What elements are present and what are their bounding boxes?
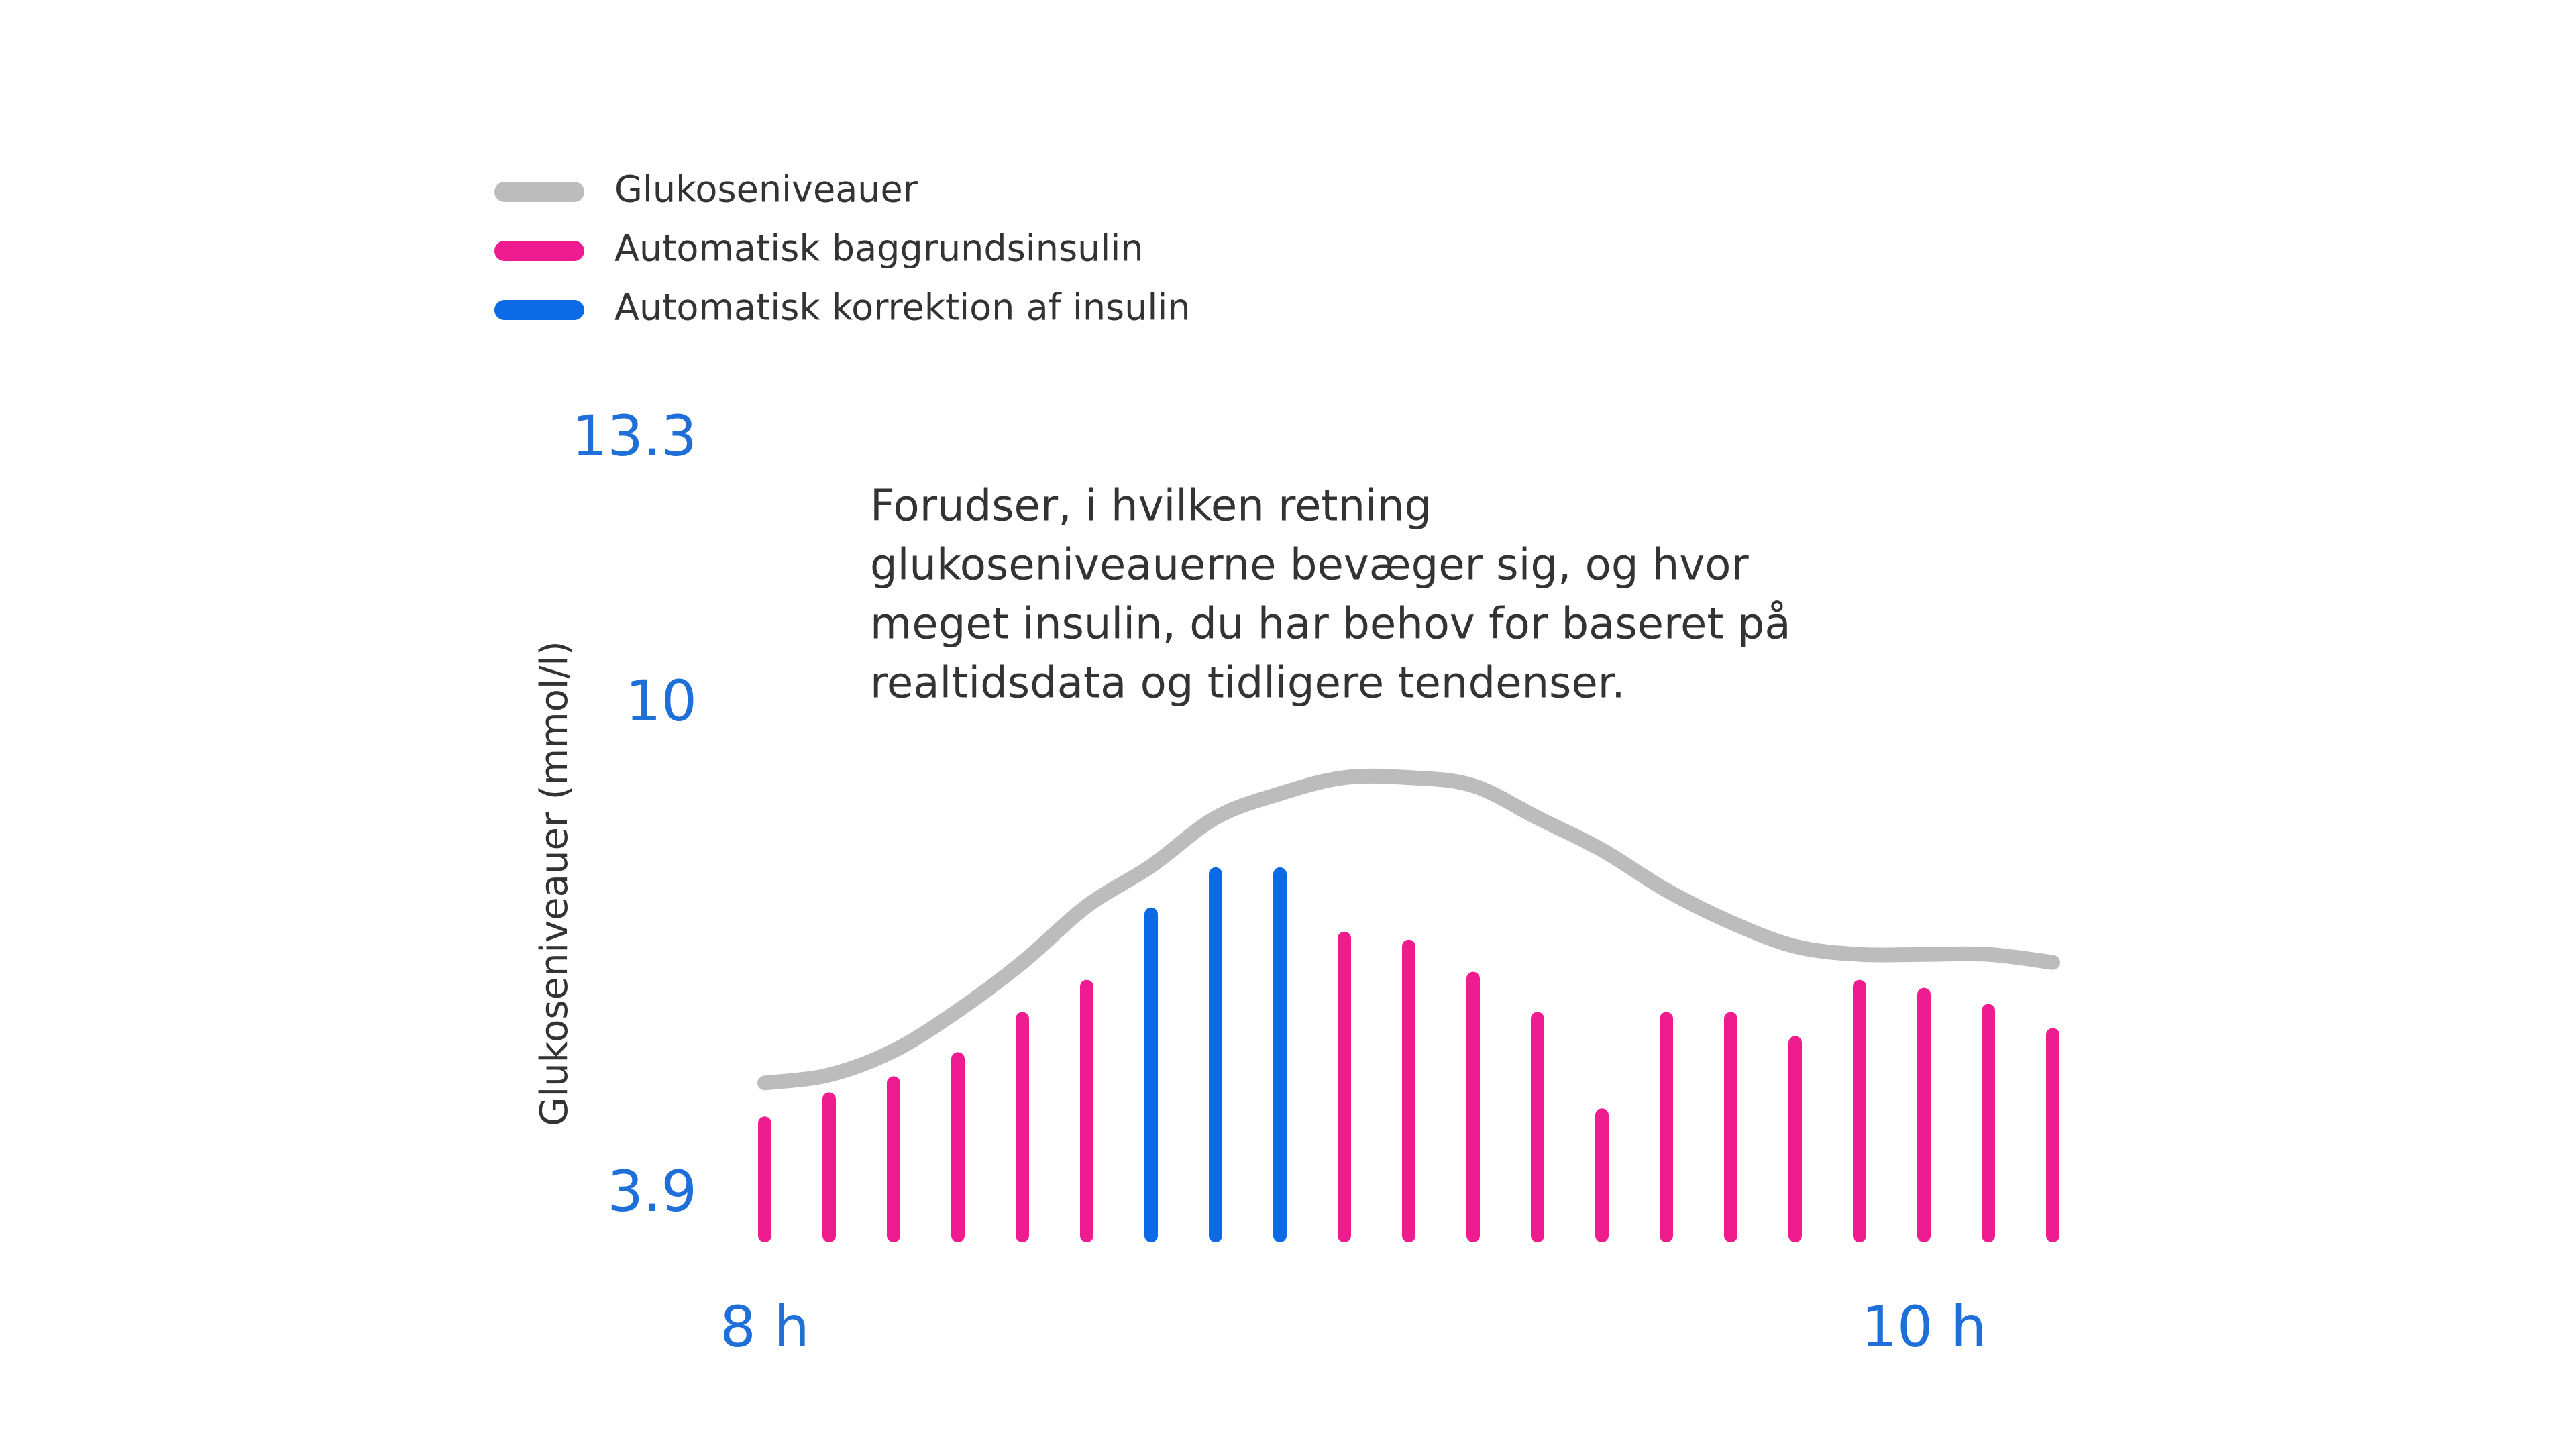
- y-tick-label: 13.3: [572, 403, 697, 469]
- legend-label: Automatisk korrektion af insulin: [614, 286, 1191, 329]
- legend-label: Glukoseniveauer: [614, 168, 918, 211]
- y-tick-label: 3.9: [607, 1159, 697, 1224]
- x-tick-label: 10 h: [1862, 1294, 1987, 1360]
- y-tick-label: 10: [625, 668, 697, 734]
- annotation-line: realtidsdata og tidligere tendenser.: [870, 659, 1625, 708]
- annotation-line: Forudser, i hvilken retning: [870, 482, 1432, 531]
- annotation: Forudser, i hvilken retning glukoseniveau…: [870, 482, 1791, 708]
- x-tick-label: 8 h: [720, 1294, 809, 1360]
- annotation-line: glukoseniveauerne bevæger sig, og hvor: [870, 541, 1749, 590]
- annotation-line: meget insulin, du har behov for baseret …: [870, 600, 1791, 649]
- legend: Glukoseniveauer Automatisk baggrundsinsul…: [494, 168, 1191, 329]
- glucose-line: [757, 768, 2060, 1091]
- legend-label: Automatisk baggrundsinsulin: [614, 227, 1144, 270]
- y-axis-label: Glukoseniveauer (mmol/l): [533, 641, 576, 1126]
